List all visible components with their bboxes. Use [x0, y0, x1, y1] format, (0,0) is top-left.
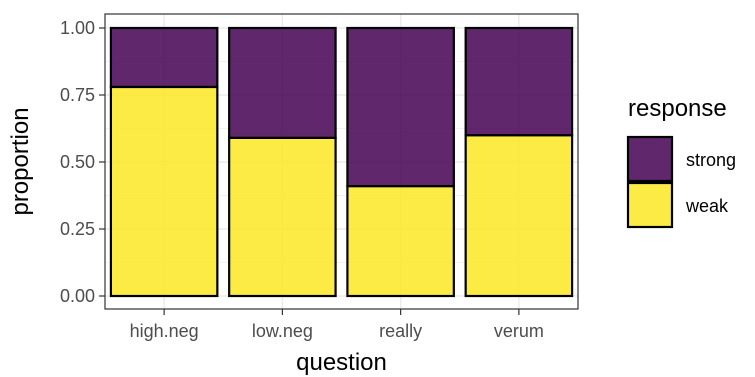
- legend-key-strong: [626, 135, 674, 183]
- y-tick-label: 0.00: [60, 286, 95, 306]
- bar-segment-weak: [464, 134, 574, 298]
- legend-label-strong: strong: [686, 150, 736, 170]
- x-tick-label: really: [379, 321, 422, 341]
- y-tick-label: 1.00: [60, 18, 95, 38]
- bar-segment-strong: [109, 26, 219, 89]
- x-tick-label: verum: [494, 321, 544, 341]
- legend-key-weak: [626, 181, 674, 229]
- x-axis: high.neg low.neg really verum: [130, 309, 544, 341]
- bar-segment-weak: [228, 136, 337, 298]
- bar-segment-strong: [228, 26, 337, 139]
- bar-segment-weak: [109, 85, 219, 298]
- plot-panel: [104, 13, 579, 310]
- y-axis-title: proportion: [7, 107, 34, 215]
- x-axis-title: question: [296, 349, 387, 376]
- x-tick-label: high.neg: [130, 321, 199, 341]
- y-tick-label: 0.50: [60, 152, 95, 172]
- bar-segment-strong: [346, 26, 455, 188]
- x-tick-label: low.neg: [252, 321, 313, 341]
- y-tick-label: 0.75: [60, 85, 95, 105]
- legend-title: response: [628, 95, 727, 122]
- bar-segment-weak: [346, 185, 455, 298]
- bar-segment-strong: [464, 26, 574, 137]
- legend: response strong weak: [626, 95, 736, 229]
- legend-label-weak: weak: [685, 196, 729, 216]
- y-axis: 0.00 0.25 0.50 0.75 1.00: [60, 18, 105, 306]
- y-tick-label: 0.25: [60, 219, 95, 239]
